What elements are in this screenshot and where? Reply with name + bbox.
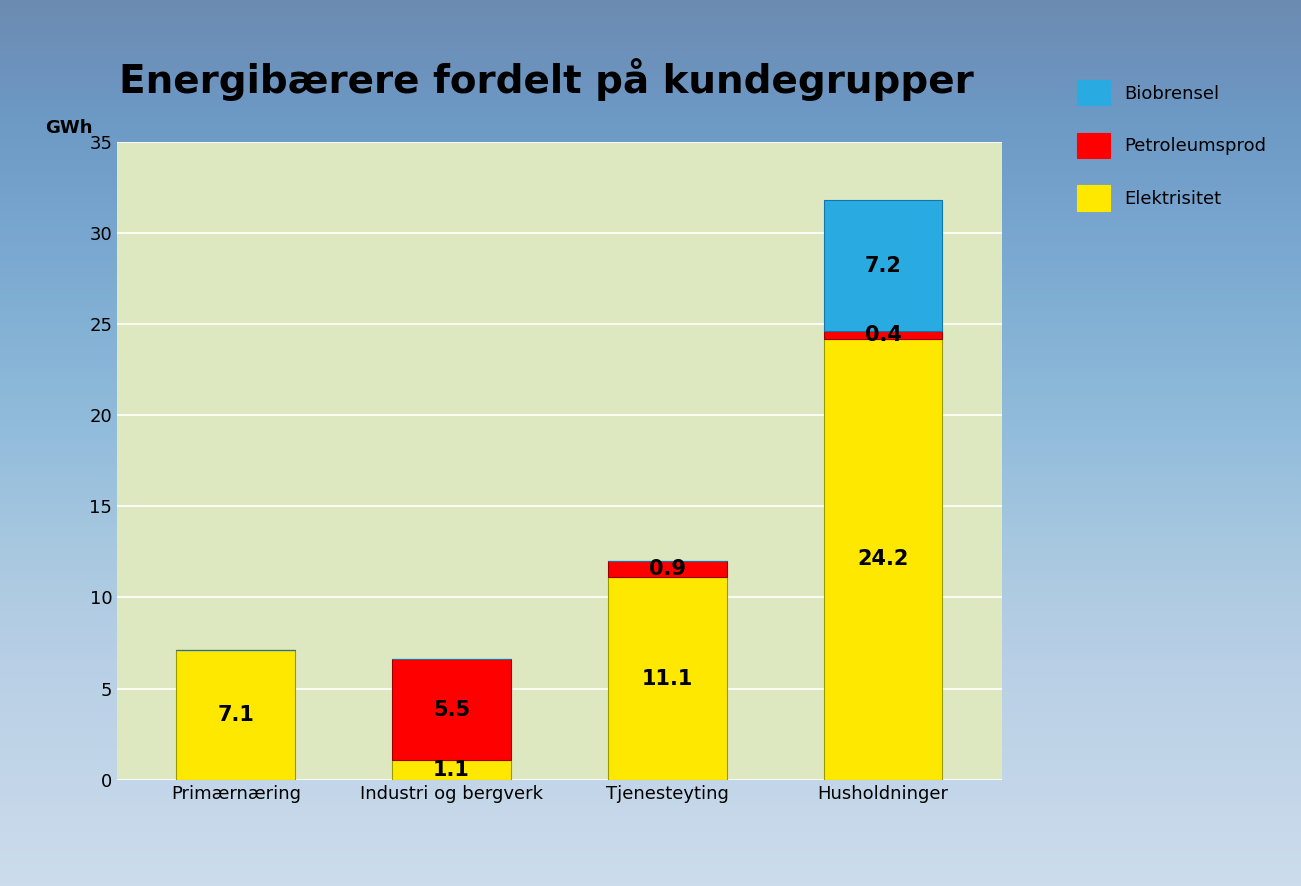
Bar	[392, 759, 511, 780]
Bar	[824, 200, 942, 331]
Text: 1.1: 1.1	[433, 759, 470, 780]
Bar	[824, 331, 942, 338]
Bar	[392, 659, 511, 759]
Text: Energibærere fordelt på kundegrupper: Energibærere fordelt på kundegrupper	[120, 58, 973, 101]
Text: 7.1: 7.1	[217, 705, 254, 725]
Legend: Biobrensel, Petroleumsprod, Elektrisitet: Biobrensel, Petroleumsprod, Elektrisitet	[1077, 80, 1266, 211]
Text: 24.2: 24.2	[857, 549, 909, 569]
Text: 7.2: 7.2	[865, 256, 902, 276]
Text: GWh: GWh	[46, 120, 94, 137]
Bar	[824, 338, 942, 780]
Bar	[177, 650, 295, 780]
Bar	[608, 561, 727, 578]
Text: 5.5: 5.5	[433, 700, 470, 719]
Text: 0.9: 0.9	[649, 559, 686, 579]
Bar	[608, 578, 727, 780]
Text: 11.1: 11.1	[641, 669, 693, 688]
Text: 0.4: 0.4	[865, 325, 902, 345]
